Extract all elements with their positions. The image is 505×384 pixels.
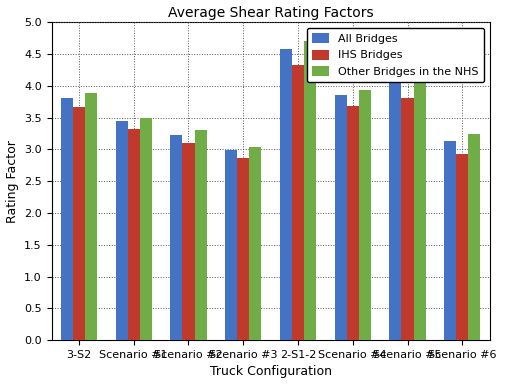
Bar bbox=[225, 150, 237, 340]
Bar bbox=[389, 79, 401, 340]
Bar bbox=[304, 41, 316, 340]
Bar bbox=[170, 135, 182, 340]
Bar bbox=[73, 107, 85, 340]
Legend: All Bridges, IHS Bridges, Other Bridges in the NHS: All Bridges, IHS Bridges, Other Bridges … bbox=[307, 28, 484, 82]
Bar bbox=[140, 118, 152, 340]
Bar bbox=[237, 157, 249, 340]
Bar bbox=[249, 147, 261, 340]
X-axis label: Truck Configuration: Truck Configuration bbox=[210, 366, 332, 379]
Bar bbox=[359, 90, 371, 340]
Bar bbox=[444, 141, 456, 340]
Bar bbox=[182, 143, 194, 340]
Bar bbox=[468, 134, 480, 340]
Bar bbox=[128, 129, 140, 340]
Bar bbox=[335, 95, 347, 340]
Bar bbox=[414, 72, 426, 340]
Bar bbox=[401, 98, 414, 340]
Bar bbox=[347, 106, 359, 340]
Bar bbox=[456, 154, 468, 340]
Bar bbox=[292, 65, 304, 340]
Bar bbox=[116, 121, 128, 340]
Bar bbox=[61, 98, 73, 340]
Bar bbox=[194, 130, 207, 340]
Title: Average Shear Rating Factors: Average Shear Rating Factors bbox=[168, 5, 373, 20]
Y-axis label: Rating Factor: Rating Factor bbox=[6, 140, 19, 223]
Bar bbox=[85, 93, 97, 340]
Bar bbox=[280, 49, 292, 340]
